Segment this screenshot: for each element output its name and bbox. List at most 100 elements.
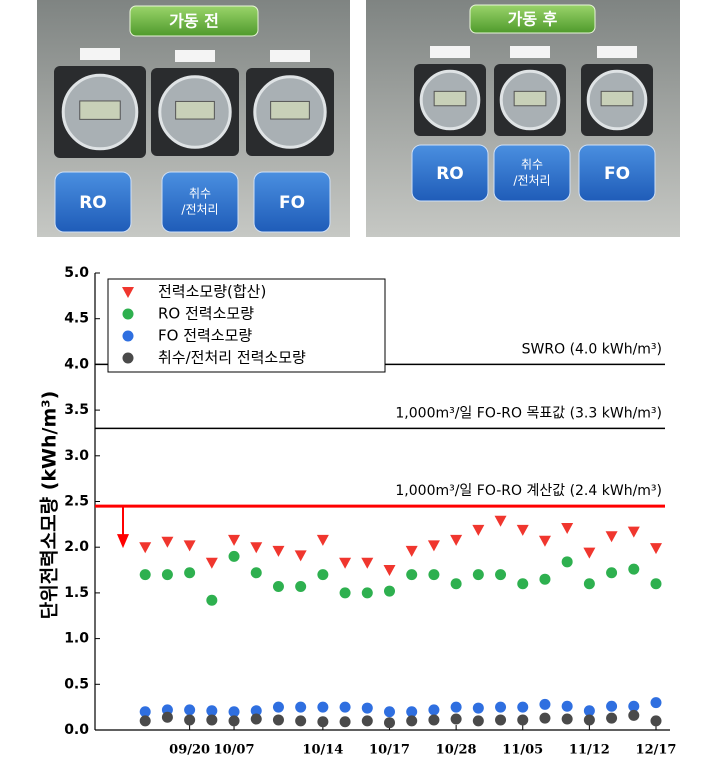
circle-marker (406, 569, 418, 581)
triangle-marker (494, 515, 507, 527)
circle-marker (317, 701, 329, 713)
photo-button (161, 171, 239, 233)
circle-marker (450, 578, 462, 590)
circle-marker (539, 712, 551, 724)
circle-marker (206, 705, 218, 717)
circle-marker (450, 701, 462, 713)
photo-button-label: RO (79, 193, 107, 213)
x-tick-label: 10/28 (436, 743, 477, 758)
circle-marker (517, 578, 529, 590)
circle-marker (384, 585, 395, 597)
circle-marker (650, 697, 662, 709)
circle-marker (339, 716, 351, 728)
circle-marker (250, 705, 262, 717)
circle-marker (295, 701, 307, 713)
circle-marker (384, 706, 395, 718)
triangle-marker (650, 543, 662, 555)
circle-marker (606, 567, 618, 579)
triangle-marker (627, 526, 640, 538)
circle-marker (428, 569, 440, 581)
photo-button-label: 취수 (521, 158, 543, 172)
circle-marker (450, 713, 462, 725)
circle-marker (184, 714, 196, 726)
circle-marker (583, 578, 595, 590)
circle-marker (495, 714, 507, 726)
y-tick-label: 0.5 (64, 676, 89, 692)
circle-marker (361, 702, 373, 714)
photo-title: 가동 전 (169, 12, 219, 31)
arrow-head (117, 534, 129, 549)
photo-button (253, 171, 331, 233)
y-tick-label: 2.0 (64, 539, 89, 555)
circle-marker (472, 702, 484, 714)
meter-display (433, 90, 467, 107)
photo-button (493, 144, 571, 202)
circle-marker (139, 715, 151, 727)
photo-button (578, 144, 656, 202)
circle-marker (139, 706, 151, 718)
photo-tag (469, 4, 596, 34)
meter-display (175, 100, 215, 120)
y-tick-label: 2.5 (64, 494, 89, 510)
triangle-marker (538, 535, 551, 547)
triangle-marker (450, 534, 463, 546)
x-tick-label: 10/07 (214, 743, 255, 758)
photo-button-label: RO (436, 164, 464, 184)
triangle-marker (405, 545, 418, 557)
circle-marker (628, 700, 640, 712)
circle-marker (650, 715, 662, 727)
triangle-marker (361, 557, 374, 569)
circle-marker (650, 578, 662, 590)
circle-marker (606, 700, 618, 712)
triangle-marker (427, 540, 440, 552)
circle-marker (539, 698, 551, 710)
y-tick-label: 0.0 (64, 722, 89, 738)
circle-marker (122, 330, 134, 342)
meter-display (600, 90, 634, 107)
circle-marker (361, 715, 373, 727)
meter-label (597, 46, 637, 58)
meter-label (80, 48, 120, 60)
x-tick-label: 10/17 (369, 743, 410, 758)
circle-marker (272, 701, 284, 713)
circle-marker (122, 308, 134, 320)
circle-marker (339, 701, 351, 713)
meter-label (430, 46, 470, 58)
triangle-marker (316, 534, 329, 546)
circle-marker (539, 573, 551, 585)
circle-marker (250, 713, 262, 725)
triangle-marker (250, 542, 263, 554)
triangle-marker (516, 524, 529, 536)
meter-display (513, 90, 547, 107)
y-tick-label: 4.5 (64, 311, 89, 327)
circle-marker (561, 700, 573, 712)
circle-marker (606, 712, 618, 724)
y-tick-label: 5.0 (64, 265, 89, 281)
x-tick-label: 12/17 (636, 743, 677, 758)
reference-label: 1,000m³/일 FO-RO 목표값 (3.3 kWh/m³) (395, 405, 662, 421)
y-axis-title: 단위전력소모량 (kWh/m³) (39, 391, 61, 620)
x-tick-label: 11/12 (569, 743, 610, 758)
circle-marker (250, 567, 262, 579)
circle-marker (339, 587, 351, 599)
circle-marker (428, 714, 440, 726)
meter-display (79, 100, 121, 120)
circle-marker (228, 706, 240, 718)
triangle-marker (139, 542, 152, 554)
circle-marker (472, 715, 484, 727)
y-tick-label: 3.5 (64, 402, 89, 418)
circle-marker (161, 569, 173, 581)
circle-marker (428, 704, 440, 716)
triangle-marker (228, 534, 241, 546)
circle-marker (406, 715, 418, 727)
circle-marker (517, 701, 529, 713)
circle-marker (184, 567, 196, 579)
triangle-marker (161, 536, 174, 548)
circle-marker (206, 594, 218, 606)
circle-marker (317, 716, 329, 728)
x-tick-label: 11/05 (502, 743, 543, 758)
circle-marker (583, 714, 595, 726)
photo-title: 가동 후 (508, 10, 558, 29)
meter-label (175, 50, 215, 62)
